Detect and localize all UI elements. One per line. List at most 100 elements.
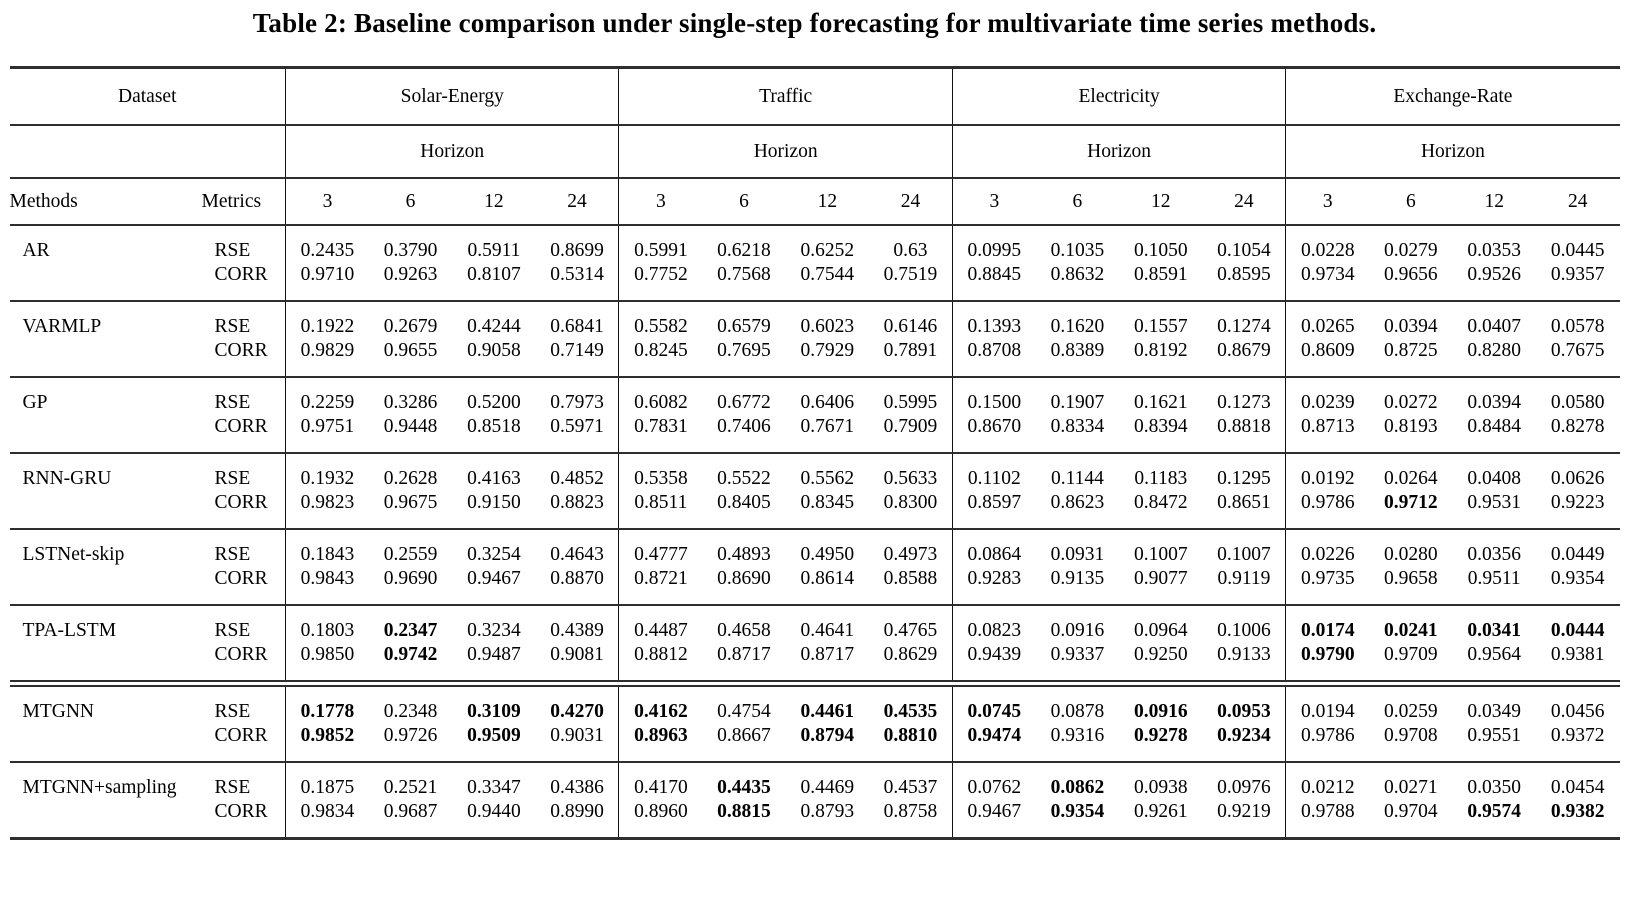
value: 0.1620 <box>1050 316 1105 337</box>
value-cell: 0.7675 <box>1536 339 1620 377</box>
value-cell: 0.7671 <box>786 415 869 453</box>
value: 0.4163 <box>467 468 521 489</box>
value-cell: 0.9735 <box>1285 567 1370 605</box>
value-cell: 0.9234 <box>1202 724 1285 762</box>
value-cell: 0.8591 <box>1119 263 1202 301</box>
value-cell: 0.4270 <box>536 684 619 725</box>
value-cell: 0.9382 <box>1536 800 1620 839</box>
dataset-name: Electricity <box>951 67 1286 125</box>
value: 0.8591 <box>1133 264 1188 285</box>
value: 0.2259 <box>300 392 355 413</box>
value-cell: 0.9734 <box>1285 263 1370 301</box>
value-cell: 0.8690 <box>702 567 785 605</box>
method-group: LSTNet-skip RSE 0.1843 0.2559 0.3254 0.4643 0.… <box>9 529 1620 605</box>
value: 0.8818 <box>1217 416 1271 437</box>
value-cell: 0.8679 <box>1202 339 1285 377</box>
horizon-tick: 24 <box>900 191 921 212</box>
value: 0.7544 <box>800 264 855 285</box>
value: 0.6406 <box>800 392 855 413</box>
value: 0.1875 <box>300 777 355 798</box>
value: 0.1102 <box>967 468 1021 489</box>
value-cell: 0.7973 <box>536 377 619 415</box>
horizon-tick: 3 <box>285 178 369 225</box>
value-cell: 0.9656 <box>1369 263 1452 301</box>
value-cell: 0.9354 <box>1036 800 1119 839</box>
value: 0.4435 <box>717 777 771 798</box>
value-cell: 0.0823 <box>951 605 1036 643</box>
horizon-tick: 24 <box>567 191 587 212</box>
value: 0.0953 <box>1217 701 1271 722</box>
value: 0.1803 <box>300 620 355 641</box>
value-cell: 0.8960 <box>618 800 703 839</box>
value-cell: 0.4950 <box>786 529 869 567</box>
value: 0.2628 <box>383 468 438 489</box>
value-cell: 0.0878 <box>1036 684 1119 725</box>
corr-row: CORR 0.9834 0.9687 0.9440 0.8990 0.8960 0.8815… <box>10 800 1620 839</box>
rse-row: LSTNet-skip RSE 0.1843 0.2559 0.3254 0.4643 0.… <box>10 529 1620 567</box>
value-cell: 0.0279 <box>1369 225 1452 263</box>
value-cell: 0.9786 <box>1285 491 1370 529</box>
value-cell: 0.0938 <box>1119 762 1202 800</box>
value: 0.9058 <box>467 340 521 361</box>
value-cell: 0.9119 <box>1202 567 1285 605</box>
value: 0.8472 <box>1133 492 1188 513</box>
value: 0.4487 <box>634 620 688 641</box>
value-cell: 0.1922 <box>285 301 369 339</box>
value-cell: 0.0350 <box>1453 762 1536 800</box>
metric-label: CORR <box>214 725 268 746</box>
value: 0.0194 <box>1300 701 1355 722</box>
value: 0.0964 <box>1133 620 1188 641</box>
value-cell: 0.6023 <box>786 301 869 339</box>
value-cell: 0.8588 <box>869 567 952 605</box>
value: 0.8699 <box>550 240 604 261</box>
value-cell: 0.9564 <box>1453 643 1536 684</box>
value-cell: 0.8632 <box>1036 263 1119 301</box>
value: 0.0931 <box>1050 544 1105 565</box>
value: 0.7909 <box>883 416 938 437</box>
method-name: TPA-LSTM <box>22 620 117 641</box>
value: 0.4537 <box>883 777 938 798</box>
value: 0.9690 <box>383 568 438 589</box>
value-cell: 0.8810 <box>869 724 952 762</box>
value: 0.0394 <box>1467 392 1522 413</box>
value-cell: 0.8963 <box>618 724 703 762</box>
value: 0.1035 <box>1050 240 1105 261</box>
value: 0.8609 <box>1300 340 1355 361</box>
value-cell: 0.5582 <box>618 301 703 339</box>
value-cell: 0.9852 <box>285 724 369 762</box>
value: 0.1922 <box>300 316 355 337</box>
value: 0.9843 <box>300 568 355 589</box>
value-cell: 0.9843 <box>285 567 369 605</box>
metric-label: RSE <box>214 240 251 261</box>
value-cell: 0.4754 <box>702 684 785 725</box>
value-cell: 0.0341 <box>1453 605 1536 643</box>
horizon-tick: 12 <box>484 191 504 212</box>
value: 0.9283 <box>967 568 1022 589</box>
value-cell: 0.0445 <box>1536 225 1620 263</box>
value-cell: 0.6082 <box>618 377 703 415</box>
value: 0.8278 <box>1550 416 1605 437</box>
value: 0.4389 <box>550 620 604 641</box>
value-cell: 0.7929 <box>786 339 869 377</box>
value: 0.8758 <box>883 801 938 822</box>
value-cell: 0.1274 <box>1202 301 1285 339</box>
value-cell: 0.7544 <box>786 263 869 301</box>
value-cell: 0.9823 <box>285 491 369 529</box>
value-cell: 0.9509 <box>452 724 535 762</box>
value-cell: 0.9058 <box>452 339 535 377</box>
value: 0.8793 <box>800 801 855 822</box>
horizon-tick: 3 <box>951 178 1036 225</box>
rse-row: TPA-LSTM RSE 0.1803 0.2347 0.3234 0.4389 0.448… <box>10 605 1620 643</box>
value: 0.9687 <box>383 801 438 822</box>
method-name: AR <box>22 240 50 261</box>
value-cell: 0.0976 <box>1202 762 1285 800</box>
value-cell: 0.4170 <box>618 762 703 800</box>
value-cell: 0.4893 <box>702 529 785 567</box>
value-cell: 0.1500 <box>951 377 1036 415</box>
value: 0.9081 <box>550 644 604 665</box>
value: 0.0349 <box>1467 701 1522 722</box>
value-cell: 0.0356 <box>1453 529 1536 567</box>
value: 0.8725 <box>1384 340 1438 361</box>
value: 0.0174 <box>1300 620 1355 641</box>
value: 0.9850 <box>300 644 355 665</box>
